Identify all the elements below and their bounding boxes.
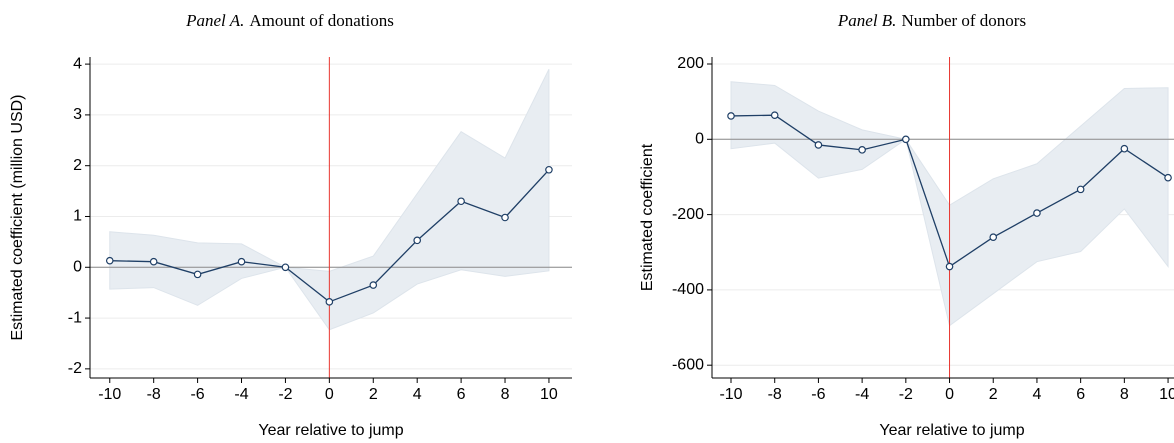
point <box>281 263 290 272</box>
x-tick-label: 6 <box>457 386 466 403</box>
confidence-band <box>109 68 550 331</box>
panel-label: Panel A. <box>185 11 244 30</box>
y-tick-label: 4 <box>73 55 82 72</box>
x-tick-label: -6 <box>190 386 204 403</box>
point <box>237 257 246 266</box>
point <box>545 165 553 174</box>
panel-title-text: Number of donors <box>901 11 1026 30</box>
point <box>858 146 866 154</box>
x-axis-label: Year relative to jump <box>258 422 403 439</box>
x-tick-label: -2 <box>278 386 292 403</box>
point <box>814 141 823 149</box>
x-tick-label: -6 <box>811 386 825 403</box>
point <box>945 262 954 271</box>
y-tick-label: -200 <box>672 206 704 223</box>
x-tick-label: 0 <box>945 386 954 403</box>
point <box>149 257 158 266</box>
x-tick-label: -8 <box>768 386 782 403</box>
point <box>1164 173 1172 182</box>
point <box>1120 144 1129 153</box>
x-tick-label: 6 <box>1076 386 1085 403</box>
point <box>1033 209 1041 217</box>
point <box>325 298 334 306</box>
y-tick-label: 3 <box>73 106 82 123</box>
confidence-band <box>730 81 1169 327</box>
x-tick-label: 4 <box>1032 386 1041 403</box>
point <box>727 112 735 120</box>
point <box>105 256 114 265</box>
x-tick-label: -4 <box>855 386 869 403</box>
y-tick-label: -2 <box>68 360 82 377</box>
panel-title: Panel A. Amount of donations <box>185 11 394 30</box>
point <box>902 135 910 144</box>
panel-title-text: Amount of donations <box>249 11 394 30</box>
y-tick-label: 1 <box>73 208 82 225</box>
x-tick-label: 2 <box>989 386 998 403</box>
x-tick-label: -10 <box>719 386 742 403</box>
y-tick-label: 0 <box>73 258 82 275</box>
point <box>457 197 465 206</box>
point <box>193 270 202 279</box>
y-tick-label: -400 <box>672 281 704 298</box>
x-tick-label: -8 <box>147 386 161 403</box>
x-tick-label: 8 <box>501 386 510 403</box>
y-tick-label: 0 <box>695 131 704 148</box>
x-tick-label: 10 <box>540 386 558 403</box>
y-axis-label: Estimated coefficient <box>639 143 656 291</box>
point <box>770 111 779 120</box>
x-tick-label: 4 <box>413 386 422 403</box>
x-tick-label: 8 <box>1120 386 1129 403</box>
y-axis-label: Estimated coefficient (million USD) <box>9 94 26 340</box>
point <box>413 236 421 245</box>
x-tick-label: -2 <box>899 386 913 403</box>
y-tick-label: 200 <box>677 55 704 72</box>
x-tick-label: 0 <box>325 386 334 403</box>
panel-title: Panel B. Number of donors <box>837 11 1026 30</box>
y-tick-label: -600 <box>672 356 704 373</box>
x-axis-label: Year relative to jump <box>879 422 1024 439</box>
point <box>501 213 509 222</box>
y-tick-label: 2 <box>73 157 82 174</box>
x-tick-label: 10 <box>1159 386 1174 403</box>
x-tick-label: -4 <box>234 386 248 403</box>
point <box>989 233 998 241</box>
x-tick-label: 2 <box>369 386 378 403</box>
panel-label: Panel B. <box>837 11 897 30</box>
y-tick-label: -1 <box>68 309 82 326</box>
x-tick-label: -10 <box>98 386 121 403</box>
point <box>369 281 378 289</box>
point <box>1076 185 1085 194</box>
